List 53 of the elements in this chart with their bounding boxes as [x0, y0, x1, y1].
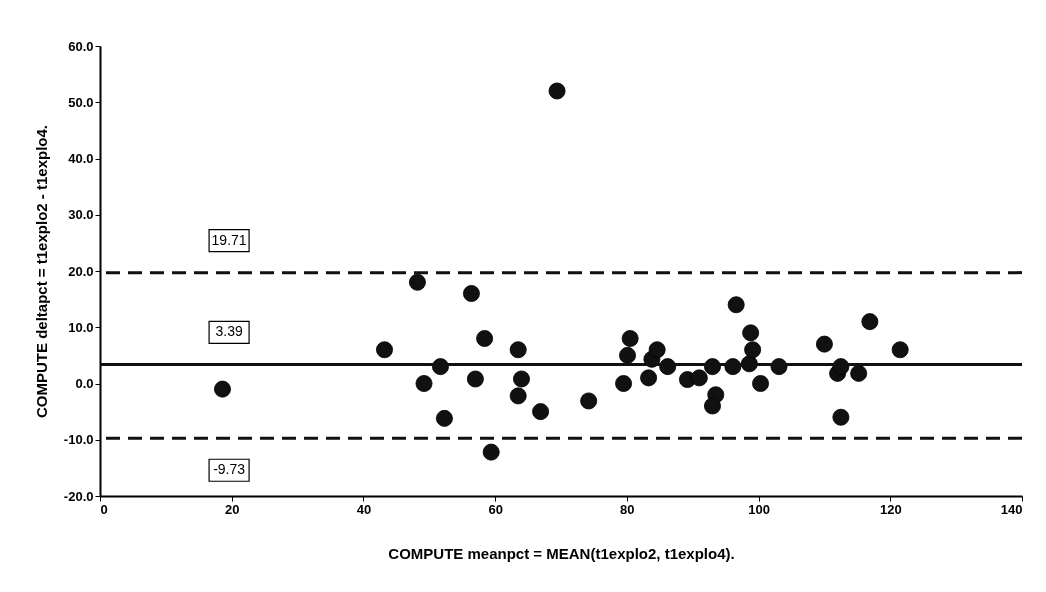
ref-line-label: 19.71 [211, 231, 247, 248]
x-tick-label: 80 [620, 501, 635, 517]
x-tick-label: 60 [488, 501, 503, 517]
point [615, 375, 633, 392]
point [815, 335, 833, 353]
point [376, 341, 393, 359]
point [752, 375, 770, 392]
point [704, 397, 721, 415]
x-tick-label: 20 [224, 501, 240, 517]
point [532, 403, 550, 421]
point [744, 341, 762, 359]
y-tick-label: -20.0 [63, 488, 94, 504]
point [648, 341, 666, 359]
point [690, 369, 708, 387]
point [832, 408, 850, 426]
ref-line-label: 3.39 [215, 323, 243, 340]
x-tick-label: 40 [356, 501, 372, 517]
y-tick-label: 50.0 [68, 94, 94, 110]
point [861, 313, 879, 331]
x-axis-title: COMPUTE meanpct = MEAN(t1explo2, t1explo4). [388, 544, 735, 562]
point [509, 341, 527, 359]
point [891, 341, 909, 359]
point [640, 369, 658, 387]
y-tick-label: 0.0 [75, 376, 94, 391]
x-tick-label: 100 [748, 501, 770, 517]
point [408, 273, 426, 291]
point [619, 346, 636, 364]
ref-line-label: -9.73 [213, 461, 246, 478]
point [727, 296, 745, 314]
point [214, 380, 231, 398]
point [415, 375, 433, 392]
y-tick-label: 20.0 [68, 263, 94, 279]
x-tick-label: 0 [100, 501, 108, 517]
y-tick-label: 60.0 [68, 38, 94, 54]
point [476, 330, 494, 347]
y-tick-label: 10.0 [68, 319, 94, 335]
point [482, 443, 500, 461]
point [621, 330, 639, 347]
y-tick-label: -10.0 [63, 432, 94, 448]
x-tick-label: 120 [879, 501, 902, 517]
point [513, 370, 530, 388]
y-axis-title: COMPUTE deltapct = t1explo2 - t1explo4. [32, 125, 50, 418]
point [742, 324, 760, 342]
y-tick-label: 30.0 [68, 207, 94, 223]
point [548, 82, 566, 100]
point [466, 370, 484, 388]
y-tick-label: 40.0 [68, 151, 94, 166]
point [580, 392, 598, 410]
x-tick-label: 140 [1000, 501, 1023, 517]
point [850, 364, 868, 382]
point [435, 409, 453, 427]
point [462, 285, 480, 302]
point [509, 387, 527, 405]
